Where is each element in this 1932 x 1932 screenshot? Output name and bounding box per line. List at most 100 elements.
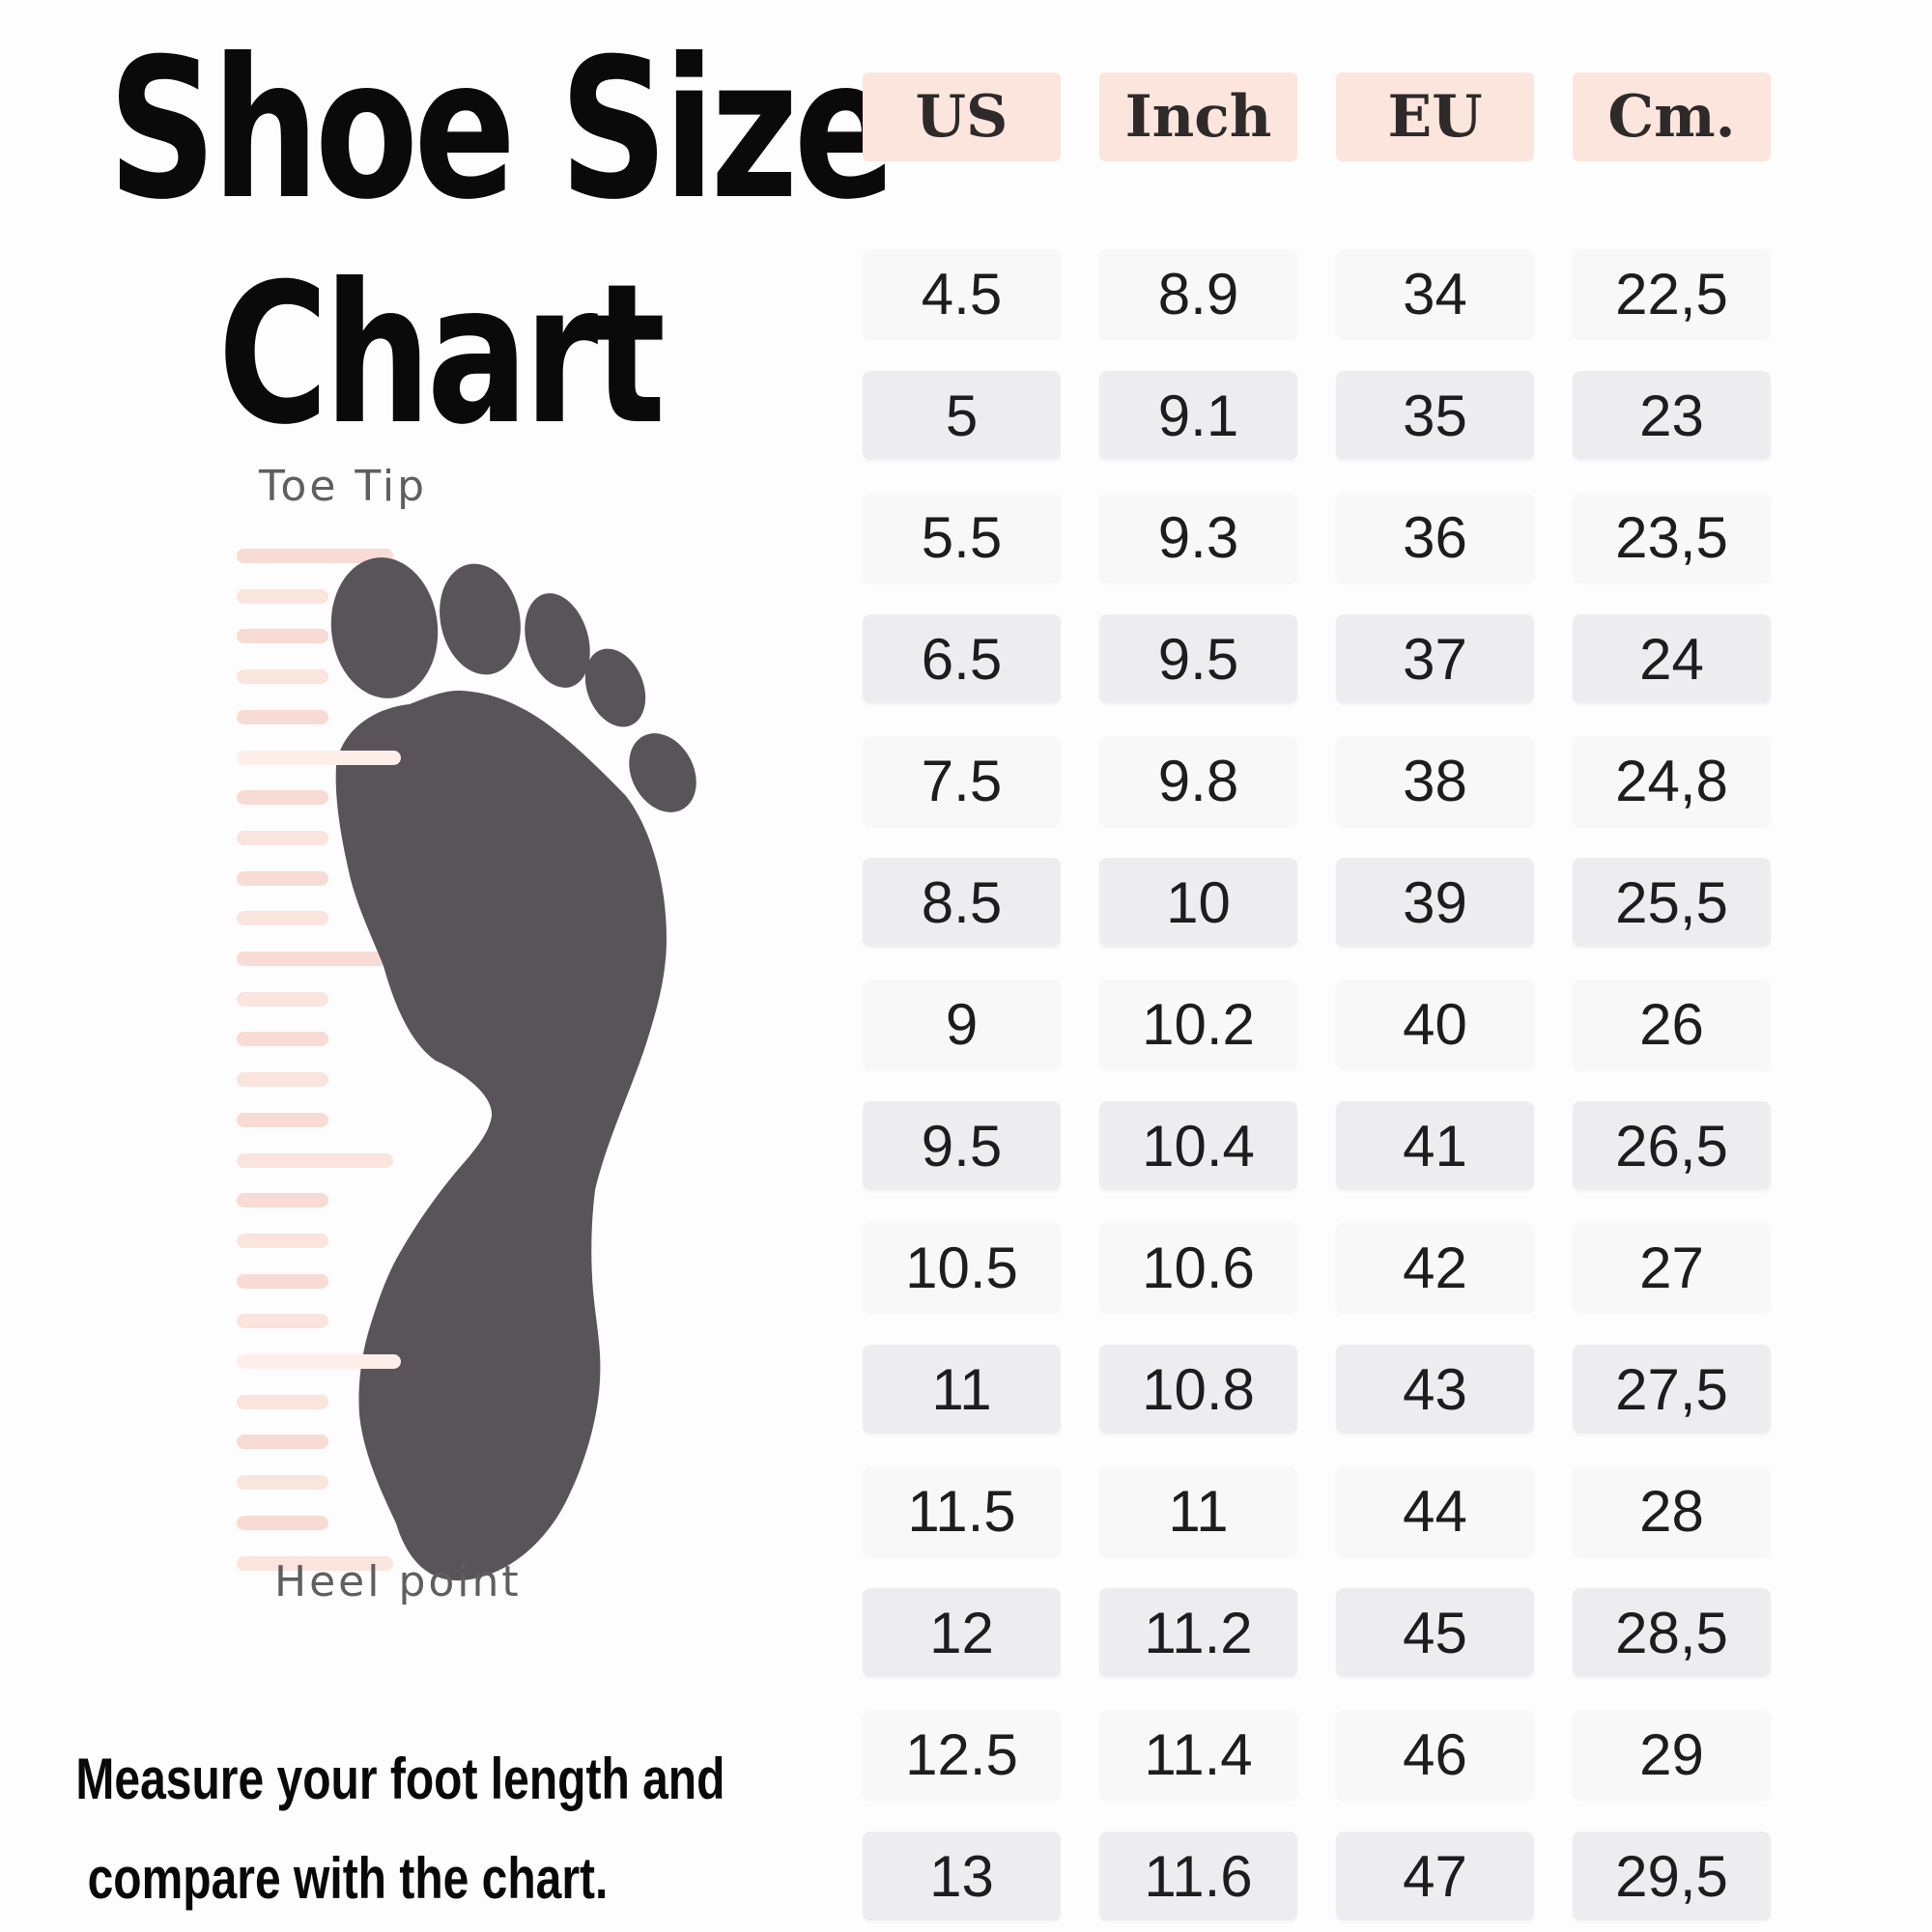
ruler-tick	[237, 831, 328, 845]
ruler-tick	[237, 992, 328, 1007]
table-cell: 25,5	[1573, 858, 1771, 947]
table-cell: 6.5	[863, 614, 1061, 703]
ruler-tick	[237, 669, 328, 684]
page-title: Shoe Size Chart	[14, 17, 896, 468]
ruler-tick	[237, 1516, 328, 1530]
table-cell: 23,5	[1573, 493, 1771, 582]
table-cell: 4.5	[863, 249, 1061, 338]
table-cell: 9.5	[863, 1101, 1061, 1190]
table-cell: 10.8	[1099, 1345, 1297, 1434]
ruler-tick	[237, 871, 328, 886]
column-header-us: US	[863, 72, 1061, 161]
ruler-tick	[237, 589, 328, 604]
ruler-tick	[237, 790, 328, 805]
column-header-inch: Inch	[1099, 72, 1297, 161]
table-cell: 11.4	[1099, 1710, 1297, 1799]
ruler-tick	[237, 1193, 328, 1208]
table-cell: 46	[1336, 1710, 1534, 1799]
table-cell: 23	[1573, 371, 1771, 460]
table-cell: 26	[1573, 980, 1771, 1068]
table-cell: 24	[1573, 614, 1771, 703]
table-cell: 9.1	[1099, 371, 1297, 460]
table-cell: 44	[1336, 1466, 1534, 1555]
big-toe	[330, 557, 439, 698]
table-cell: 24,8	[1573, 736, 1771, 825]
ruler-tick	[237, 710, 328, 724]
footer-line-2: compare with the chart.	[87, 1846, 609, 1911]
table-cell: 12.5	[863, 1710, 1061, 1799]
table-cell: 10.6	[1099, 1223, 1297, 1312]
table-cell: 9.8	[1099, 736, 1297, 825]
table-cell: 5	[863, 371, 1061, 460]
table-cell: 26,5	[1573, 1101, 1771, 1190]
table-cell: 35	[1336, 371, 1534, 460]
table-cell: 12	[863, 1588, 1061, 1677]
table-cell: 43	[1336, 1345, 1534, 1434]
table-cell: 36	[1336, 493, 1534, 582]
table-cell: 39	[1336, 858, 1534, 947]
size-table: 4.5 8.9 34 22,5 5 9.1 35 23 5.5 9.3 36 23,5 6.5 9.5 37…	[863, 249, 1771, 1920]
table-cell: 10.4	[1099, 1101, 1297, 1190]
table-cell: 11.2	[1099, 1588, 1297, 1677]
table-cell: 27	[1573, 1223, 1771, 1312]
table-cell: 29	[1573, 1710, 1771, 1799]
table-cell: 42	[1336, 1223, 1534, 1312]
ruler-tick	[237, 1314, 328, 1328]
ruler-tick	[237, 1113, 328, 1127]
little-toe	[629, 733, 696, 812]
second-toe	[440, 563, 521, 675]
table-cell: 5.5	[863, 493, 1061, 582]
third-toe	[525, 593, 590, 688]
table-cell: 9.3	[1099, 493, 1297, 582]
table-cell: 13	[863, 1832, 1061, 1920]
ruler-anchor-tick	[237, 1354, 401, 1369]
table-cell: 40	[1336, 980, 1534, 1068]
table-cell: 27,5	[1573, 1345, 1771, 1434]
table-cell: 7.5	[863, 736, 1061, 825]
table-header-row: US Inch EU Cm.	[863, 72, 1771, 161]
table-cell: 41	[1336, 1101, 1534, 1190]
footer-instruction: Measure your foot length and compare wit…	[8, 1729, 725, 1928]
table-cell: 11	[863, 1345, 1061, 1434]
ruler-tick	[237, 1475, 328, 1490]
fourth-toe	[584, 648, 646, 727]
footer-line-1: Measure your foot length and	[75, 1747, 725, 1811]
table-cell: 11.6	[1099, 1832, 1297, 1920]
ruler-tick	[237, 1032, 328, 1046]
table-cell: 34	[1336, 249, 1534, 338]
ruler-tick	[237, 911, 328, 925]
ruler-tick	[237, 1234, 328, 1248]
table-cell: 10.5	[863, 1223, 1061, 1312]
ruler-tick	[237, 1274, 328, 1289]
column-header-cm: Cm.	[1573, 72, 1771, 161]
table-cell: 47	[1336, 1832, 1534, 1920]
table-cell: 22,5	[1573, 249, 1771, 338]
toe-tip-label: Toe Tip	[259, 462, 428, 511]
ruler-tick	[237, 549, 393, 563]
table-cell: 9.5	[1099, 614, 1297, 703]
table-cell: 28,5	[1573, 1588, 1771, 1677]
ruler-tick	[237, 1072, 328, 1087]
table-cell: 37	[1336, 614, 1534, 703]
table-cell: 10	[1099, 858, 1297, 947]
table-cell: 10.2	[1099, 980, 1297, 1068]
table-cell: 28	[1573, 1466, 1771, 1555]
foot-sole	[335, 690, 667, 1581]
ruler-tick	[237, 1435, 328, 1449]
table-cell: 29,5	[1573, 1832, 1771, 1920]
foot-silhouette	[330, 557, 696, 1581]
ruler-tick	[237, 1153, 393, 1168]
table-cell: 38	[1336, 736, 1534, 825]
table-cell: 8.9	[1099, 249, 1297, 338]
column-header-eu: EU	[1336, 72, 1534, 161]
page-title-line-2: Chart	[217, 242, 667, 468]
ruler-anchor-tick	[237, 751, 401, 765]
table-cell: 8.5	[863, 858, 1061, 947]
page-title-line-1: Shoe Size	[107, 17, 896, 242]
table-cell: 9	[863, 980, 1061, 1068]
heel-point-label: Heel point	[274, 1557, 522, 1606]
table-cell: 11	[1099, 1466, 1297, 1555]
table-cell: 11.5	[863, 1466, 1061, 1555]
ruler-tick	[237, 629, 328, 643]
